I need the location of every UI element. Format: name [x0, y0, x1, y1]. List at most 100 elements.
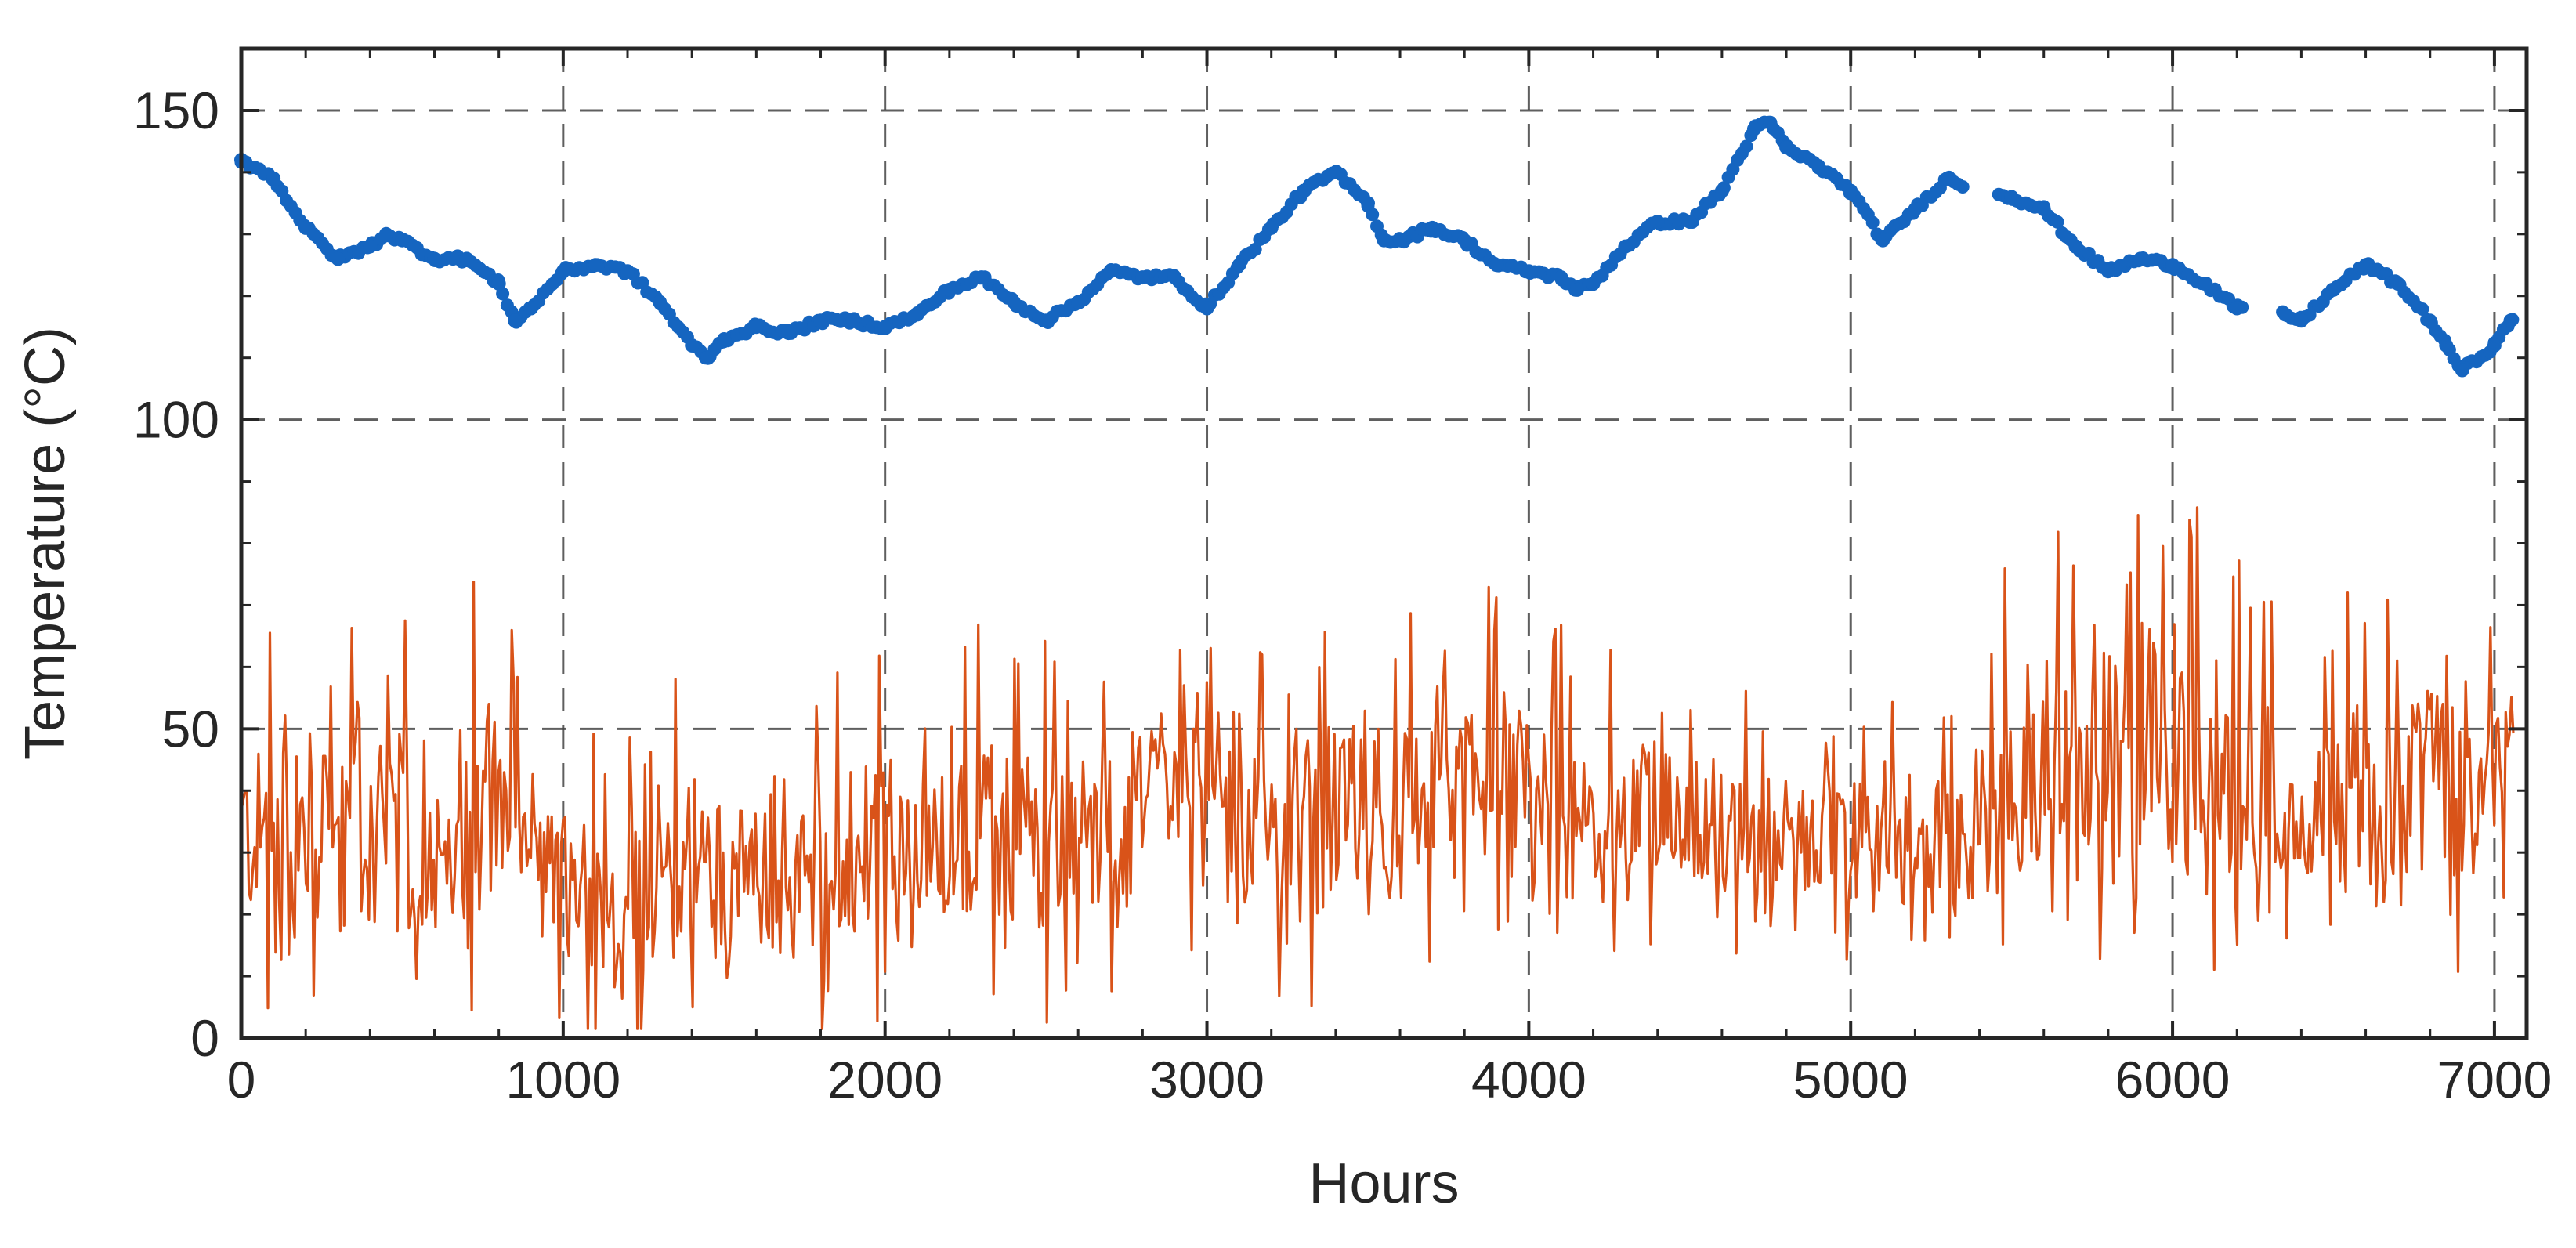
blue-data-point	[813, 313, 828, 328]
x-tick-label: 6000	[2115, 1051, 2230, 1109]
blue-data-point	[2294, 313, 2309, 328]
blue-data-point	[910, 307, 924, 322]
blue-data-point	[1393, 233, 1407, 248]
blue-data-point	[1248, 242, 1262, 256]
blue-data-point	[1956, 180, 1970, 194]
blue-data-point	[1296, 183, 1311, 198]
blue-data-point	[781, 326, 796, 341]
blue-data-point	[749, 320, 764, 335]
blue-data-point	[508, 313, 523, 328]
blue-data-point	[1039, 313, 1054, 328]
blue-data-point	[1232, 258, 1246, 273]
blue-data-point	[1071, 295, 1086, 309]
x-tick-label: 3000	[1149, 1051, 1264, 1109]
blue-data-point	[2503, 313, 2518, 328]
blue-data-point	[2358, 258, 2373, 273]
blue-data-point	[1521, 264, 1536, 279]
blue-data-point	[1811, 159, 1826, 173]
x-axis-title: Hours	[1308, 1152, 1459, 1215]
blue-data-point	[620, 264, 635, 279]
blue-data-point	[427, 251, 442, 266]
x-tick-label: 1000	[505, 1051, 620, 1109]
blue-data-point	[1876, 233, 1890, 248]
blue-data-point	[2100, 264, 2115, 279]
x-tick-label: 7000	[2437, 1051, 2552, 1109]
blue-data-point	[2455, 363, 2469, 378]
blue-data-point	[1714, 183, 1729, 198]
blue-data-point	[1747, 121, 1761, 136]
blue-data-point	[1763, 115, 1778, 130]
blue-data-point	[700, 350, 715, 365]
blue-data-point	[2439, 338, 2454, 353]
blue-data-point	[2050, 215, 2064, 229]
axis-ticks	[240, 49, 2527, 1040]
blue-data-point	[2198, 277, 2212, 291]
blue-data-point	[331, 251, 346, 266]
blue-data-point	[877, 320, 892, 335]
blue-data-point	[2165, 258, 2180, 273]
blue-data-point	[266, 171, 281, 186]
blue-data-point	[2415, 302, 2429, 316]
blue-data-point	[1103, 264, 1118, 279]
series-blue-dots	[234, 115, 2520, 378]
blue-data-point	[1361, 196, 1375, 211]
blue-data-point	[459, 251, 474, 266]
blue-data-point	[1586, 277, 1601, 291]
blue-data-point	[2422, 313, 2437, 328]
blue-data-point	[653, 295, 668, 309]
plot-area	[234, 115, 2520, 1030]
blue-data-point	[1843, 183, 1858, 198]
blue-data-point	[298, 220, 313, 235]
blue-data-point	[1682, 215, 1697, 229]
y-tick-label: 0	[190, 1009, 219, 1067]
blue-data-point	[2326, 282, 2341, 297]
blue-data-point	[1425, 220, 1440, 235]
blue-data-point	[555, 264, 570, 279]
blue-data-point	[523, 301, 538, 316]
blue-data-point	[2004, 190, 2019, 204]
y-tick-label: 50	[162, 700, 219, 758]
blue-data-point	[2487, 338, 2502, 353]
blue-data-point	[717, 332, 732, 346]
blue-data-point	[974, 270, 989, 285]
y-axis-title: Temperature (°C)	[14, 327, 77, 760]
blue-data-point	[2278, 307, 2292, 322]
blue-data-point	[1618, 239, 1633, 254]
blue-data-point	[1328, 165, 1343, 179]
blue-data-point	[1366, 208, 1380, 222]
blue-data-point	[588, 258, 602, 273]
blue-data-point	[1264, 220, 1279, 235]
blue-data-point	[1865, 215, 1880, 230]
series-orange-line	[240, 506, 2515, 1030]
y-tick-label: 100	[133, 391, 219, 449]
blue-data-point	[1489, 258, 1504, 273]
blue-data-point	[1199, 301, 1214, 316]
blue-data-point	[395, 233, 410, 248]
blue-data-point	[845, 313, 860, 328]
blue-data-point	[2133, 251, 2147, 266]
blue-data-point	[378, 226, 393, 241]
grid-lines	[241, 49, 2527, 1038]
y-tick-label: 150	[133, 81, 219, 139]
blue-data-point	[1457, 233, 1472, 248]
blue-data-point	[1570, 282, 1584, 297]
blue-data-point	[1377, 233, 1391, 248]
blue-data-point	[2230, 301, 2245, 316]
blue-data-point	[2390, 277, 2405, 291]
blue-data-point	[685, 338, 700, 353]
blue-data-point	[1940, 171, 1955, 186]
blue-data-point	[1135, 270, 1150, 285]
x-tick-label: 4000	[1471, 1051, 1586, 1109]
blue-data-point	[363, 239, 378, 254]
blue-data-point	[2068, 239, 2083, 254]
blue-data-point	[1167, 270, 1182, 285]
blue-data-point	[1007, 295, 1021, 309]
blue-data-point	[1554, 270, 1568, 285]
blue-data-point	[1779, 140, 1794, 155]
blue-data-point	[491, 277, 506, 291]
tick-labels: 0 1000 2000 3000 4000 5000 6000 7000 0 50 100 150	[133, 81, 2552, 1109]
x-tick-label: 0	[227, 1051, 256, 1109]
blue-data-point	[1650, 215, 1665, 229]
blue-data-point	[2036, 202, 2051, 217]
